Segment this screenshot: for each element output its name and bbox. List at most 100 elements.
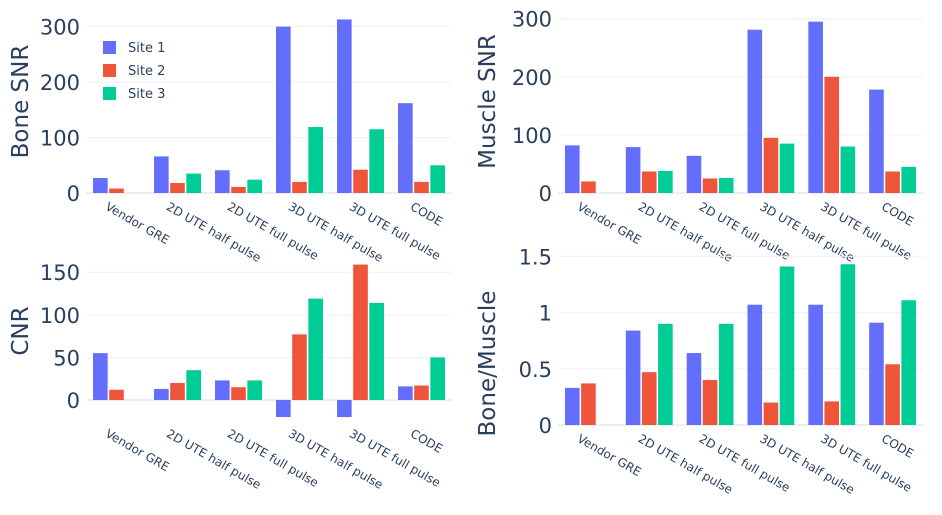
bar-site-2-3[interactable] (231, 186, 246, 193)
bar-site-2-1[interactable] (109, 389, 124, 400)
legend-item-site-1[interactable]: Site 1 (103, 41, 165, 56)
bar-site-3-5[interactable] (840, 146, 856, 193)
bar-site-1-4[interactable] (276, 26, 291, 193)
bar-site-2-6[interactable] (414, 385, 429, 400)
xtick-label: CODE (879, 199, 916, 228)
bar-site-1-3[interactable] (686, 155, 702, 193)
ytick-label: 300 (512, 8, 552, 32)
bar-site-2-2[interactable] (170, 382, 185, 400)
ytick-label: 100 (40, 127, 80, 151)
bar-site-1-1[interactable] (564, 387, 580, 425)
legend-label-site-3: Site 3 (128, 87, 165, 102)
bar-site-2-1[interactable] (581, 181, 596, 193)
bar-site-3-4[interactable] (779, 266, 795, 425)
bar-site-3-3[interactable] (247, 179, 262, 193)
bar-site-3-2[interactable] (186, 173, 201, 193)
bar-site-1-5[interactable] (808, 21, 823, 193)
bar-site-1-6[interactable] (398, 386, 413, 400)
xtick-label: CODE (879, 431, 916, 460)
bar-site-2-1[interactable] (109, 188, 124, 193)
bar-site-2-3[interactable] (702, 178, 718, 193)
ytick-label: 1.5 (519, 245, 552, 269)
bar-site-3-3[interactable] (718, 177, 734, 193)
bar-site-3-6[interactable] (901, 300, 917, 425)
ytick-label: 0 (67, 389, 80, 413)
bar-site-1-5[interactable] (337, 19, 352, 193)
bar-site-1-5[interactable] (808, 304, 823, 425)
bar-site-1-6[interactable] (398, 103, 413, 193)
bar-site-1-1[interactable] (93, 353, 108, 400)
xtick-label: Vendor GRE (575, 199, 644, 247)
bar-site-2-6[interactable] (414, 181, 429, 193)
y-axis-label: Bone/Muscle (475, 291, 501, 437)
bar-site-2-6[interactable] (885, 364, 900, 425)
ytick-label: 100 (512, 124, 552, 148)
legend-swatch-site-1 (103, 41, 116, 54)
ytick-label: 300 (40, 16, 80, 40)
bar-site-3-3[interactable] (247, 380, 262, 400)
bar-site-3-2[interactable] (658, 170, 673, 193)
legend-item-site-3[interactable]: Site 3 (103, 87, 165, 102)
bar-site-2-4[interactable] (292, 181, 307, 193)
xtick-label: CODE (408, 199, 445, 228)
ytick-label: 0 (539, 182, 552, 206)
bar-site-3-3[interactable] (718, 323, 734, 425)
ytick-label: 0 (67, 182, 80, 206)
bar-site-1-2[interactable] (154, 156, 169, 193)
bar-site-2-4[interactable] (292, 334, 307, 400)
bar-site-2-4[interactable] (763, 402, 779, 425)
legend-swatch-site-2 (103, 64, 116, 77)
bar-site-1-4[interactable] (747, 29, 763, 193)
bar-site-2-5[interactable] (353, 264, 368, 400)
bar-site-3-4[interactable] (779, 143, 795, 193)
y-axis-label: Muscle SNR (475, 34, 501, 169)
xtick-label: Vendor GRE (575, 431, 644, 479)
ytick-label: 0.5 (519, 358, 552, 382)
bar-site-3-6[interactable] (430, 357, 445, 400)
bar-site-2-2[interactable] (641, 372, 657, 425)
bar-site-3-5[interactable] (369, 302, 384, 400)
bar-site-3-2[interactable] (658, 323, 673, 425)
bar-site-2-2[interactable] (641, 171, 657, 193)
bar-site-3-6[interactable] (430, 165, 445, 193)
ytick-label: 1 (539, 302, 552, 326)
bar-site-3-4[interactable] (308, 127, 323, 193)
bar-site-1-2[interactable] (625, 147, 641, 193)
bar-site-1-3[interactable] (215, 380, 230, 400)
bar-site-1-1[interactable] (93, 178, 108, 193)
bar-site-1-1[interactable] (564, 145, 580, 193)
legend-item-site-2[interactable]: Site 2 (103, 64, 165, 79)
bar-site-2-5[interactable] (824, 401, 840, 425)
bar-site-2-2[interactable] (170, 183, 185, 193)
bar-site-2-5[interactable] (353, 169, 368, 193)
bar-site-2-1[interactable] (581, 383, 596, 425)
bar-site-3-5[interactable] (840, 264, 856, 425)
bar-site-3-2[interactable] (186, 370, 201, 400)
xtick-label: CODE (408, 426, 445, 455)
y-axis-label: Bone SNR (8, 45, 34, 159)
bar-site-2-3[interactable] (702, 380, 718, 425)
bar-site-1-2[interactable] (625, 330, 641, 425)
bar-site-1-3[interactable] (215, 170, 230, 193)
bar-site-1-6[interactable] (869, 89, 884, 193)
ytick-label: 200 (512, 66, 552, 90)
bar-site-2-5[interactable] (824, 76, 840, 193)
bar-site-1-5[interactable] (337, 400, 352, 418)
bar-site-2-4[interactable] (763, 137, 779, 193)
bar-site-2-3[interactable] (231, 387, 246, 400)
bar-site-1-4[interactable] (276, 400, 291, 418)
bar-site-1-6[interactable] (869, 322, 884, 425)
bar-site-1-4[interactable] (747, 304, 763, 425)
bar-site-3-5[interactable] (369, 129, 384, 193)
legend[interactable]: Site 1 Site 2 Site 3 (103, 41, 165, 102)
ytick-label: 200 (40, 71, 80, 95)
bar-site-1-3[interactable] (686, 353, 702, 425)
bar-site-1-2[interactable] (154, 388, 169, 400)
ytick-label: 100 (40, 304, 80, 328)
bar-site-2-6[interactable] (885, 171, 900, 193)
bar-site-3-4[interactable] (308, 298, 323, 400)
bar-site-3-6[interactable] (901, 166, 917, 193)
